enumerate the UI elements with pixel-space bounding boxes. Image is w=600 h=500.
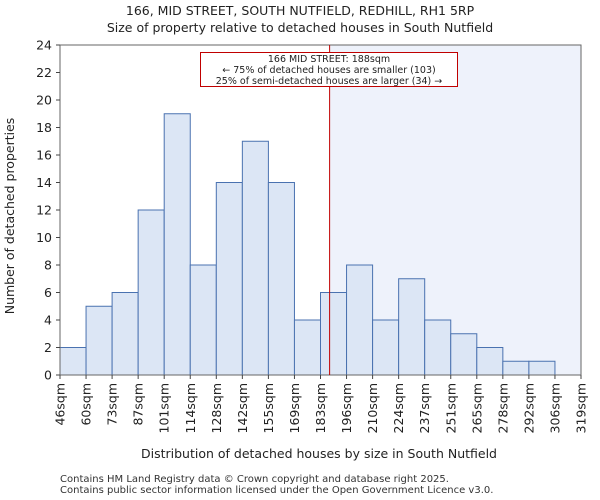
x-tick-label: 60sqm [79, 383, 94, 426]
x-tick-label: 224sqm [391, 383, 406, 433]
histogram-bar [267, 182, 295, 376]
property-annotation: 166 MID STREET: 188sqm ← 75% of detached… [200, 52, 458, 87]
x-tick-label: 319sqm [574, 383, 589, 433]
histogram-bar [189, 264, 217, 376]
x-tick-label: 46sqm [53, 383, 68, 426]
histogram-bar [215, 182, 243, 376]
histogram-bar [293, 319, 322, 376]
x-tick-label: 306sqm [547, 383, 562, 433]
histogram-bar [59, 347, 87, 376]
y-tick-label: 2 [44, 340, 52, 355]
x-tick-label: 292sqm [521, 383, 536, 433]
y-tick-label: 4 [44, 313, 52, 328]
x-tick-label: 114sqm [183, 383, 198, 433]
y-tick-label: 16 [36, 148, 52, 163]
histogram-bar [111, 292, 139, 376]
y-tick-label: 14 [36, 175, 52, 190]
y-tick-label: 18 [36, 120, 52, 135]
histogram-bar [372, 319, 400, 376]
footer-licence: Contains public sector information licen… [60, 485, 494, 496]
y-tick-label: 22 [36, 65, 52, 80]
histogram-bar [398, 278, 426, 376]
y-tick-label: 6 [44, 285, 52, 300]
chart-subtitle: Size of property relative to detached ho… [106, 20, 494, 35]
annotation-line-3: 25% of semi-detached houses are larger (… [215, 76, 443, 87]
x-tick-label: 183sqm [313, 383, 328, 433]
histogram-bar [85, 305, 113, 376]
x-tick-label: 278sqm [495, 383, 510, 433]
chart-title: 166, MID STREET, SOUTH NUTFIELD, REDHILL… [125, 3, 475, 18]
histogram-bar [137, 209, 165, 376]
x-tick-label: 101sqm [157, 383, 172, 433]
y-tick-label: 8 [44, 258, 52, 273]
histogram-bar [502, 360, 530, 376]
y-tick-label: 12 [36, 203, 52, 218]
x-tick-label: 265sqm [469, 383, 484, 433]
footer-copyright: Contains HM Land Registry data © Crown c… [60, 474, 449, 485]
histogram-bar [528, 360, 556, 376]
histogram-bar [450, 333, 478, 376]
x-tick-label: 237sqm [417, 383, 432, 433]
histogram-bar [424, 319, 452, 376]
y-tick-label: 24 [36, 38, 52, 53]
y-tick-label: 20 [36, 93, 52, 108]
x-tick-label: 210sqm [365, 383, 380, 433]
x-tick-label: 87sqm [131, 383, 146, 426]
x-tick-label: 155sqm [261, 383, 276, 433]
histogram-bar [346, 264, 374, 376]
histogram-bar [320, 292, 348, 376]
annotation-line-2: ← 75% of detached houses are smaller (10… [222, 65, 436, 76]
y-axis-label: Number of detached properties [2, 118, 17, 315]
histogram-bar [476, 347, 504, 376]
annotation-line-1: 166 MID STREET: 188sqm [267, 54, 391, 65]
x-tick-label: 73sqm [105, 383, 120, 426]
y-tick-label: 10 [36, 230, 52, 245]
x-tick-label: 128sqm [209, 383, 224, 433]
x-tick-label: 251sqm [443, 383, 458, 433]
histogram-bar [241, 140, 269, 376]
x-axis-label: Distribution of detached houses by size … [141, 446, 497, 461]
x-tick-label: 196sqm [339, 383, 354, 433]
histogram-bar [163, 113, 191, 376]
x-tick-label: 142sqm [235, 383, 250, 433]
x-tick-label: 169sqm [287, 383, 302, 433]
y-tick-label: 0 [44, 368, 52, 383]
